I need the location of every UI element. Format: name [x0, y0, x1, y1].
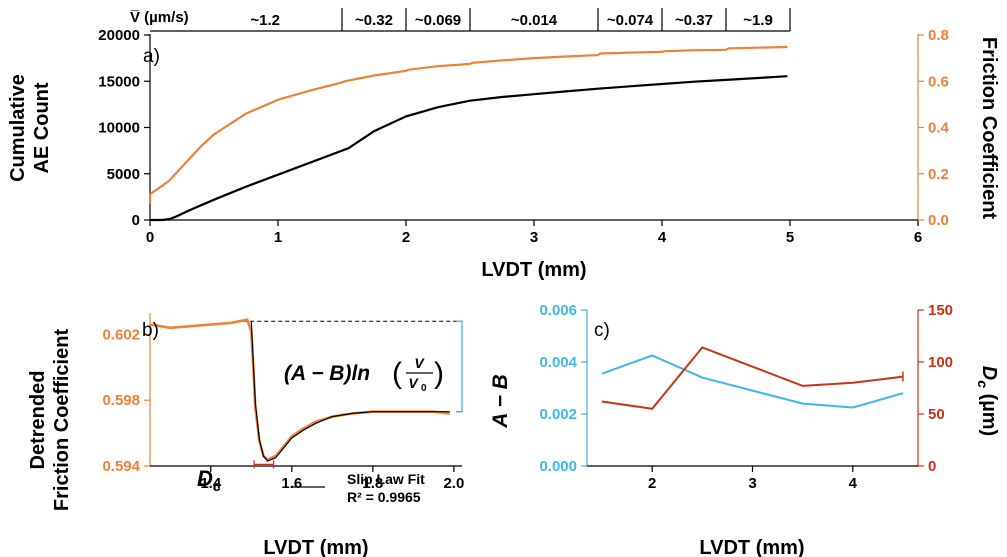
velocity-label: ~0.37: [675, 12, 713, 29]
a-x-ticks: 0 1 2 3 4 5 6: [146, 220, 922, 246]
formula-lhs: (A − B)ln: [284, 362, 370, 385]
a-left-tick-label: 20000: [98, 27, 140, 44]
a-x-axis-label: LVDT (mm): [481, 259, 586, 281]
formula-denominator-v: V: [408, 375, 419, 391]
ae-count-line: [150, 75, 788, 222]
c-left-tick-label: 0.004: [539, 354, 577, 371]
c-right-label-unit: (µm): [978, 388, 1000, 436]
amplitude-formula: (A − B)ln ( V V 0 ): [284, 355, 444, 394]
c-left-axis-label: A − B: [489, 374, 512, 428]
velocity-label: ~0.074: [607, 12, 654, 29]
b-x-ticks: 1.4 1.6 1.8 2.0: [200, 466, 464, 492]
velocity-axis-title: V̅ (µm/s): [130, 9, 189, 26]
a-right-tick-label: 0.2: [928, 166, 949, 183]
dc-line: [601, 346, 904, 410]
b-x-tick-label: 1.6: [281, 475, 302, 492]
velocity-label: ~1.2: [250, 12, 280, 29]
formula-paren-close: ): [434, 357, 444, 390]
c-x-tick-label: 2: [648, 475, 656, 492]
a-right-tick-label: 0.8: [928, 27, 949, 44]
b-y-tick-label: 0.602: [102, 326, 140, 343]
legend-r2: R² = 0.9965: [347, 489, 421, 505]
c-left-tick-label: 0.000: [539, 458, 577, 475]
a-right-axis-label: Friction Coefficient: [978, 37, 1000, 220]
velocity-label: ~1.9: [743, 12, 773, 29]
panel-label-a: a): [143, 46, 160, 67]
formula-denominator: V: [408, 375, 419, 391]
a-right-ticks: 0.0 0.2 0.4 0.6 0.8: [918, 27, 950, 229]
a-right-tick-label: 0.4: [928, 120, 950, 137]
c-right-tick-label: 150: [928, 302, 953, 319]
velocity-labels: ~1.2 ~0.32 ~0.069 ~0.014 ~0.074 ~0.37 ~1.9: [250, 12, 772, 29]
b-y-ticks: 0.594 0.598 0.602: [102, 326, 150, 475]
amplitude-bracket: [456, 320, 463, 413]
c-x-tick-label: 4: [849, 475, 858, 492]
panel-c: 2 3 4 0.000 0.002 0.004 0.006 0 50 100 150 c) A …: [489, 302, 1000, 557]
c-right-label-sub: c: [975, 380, 991, 388]
b-x-tick-label: 1.4: [200, 475, 222, 492]
b-y-label-line2: Friction Coefficient: [51, 329, 73, 512]
a-x-tick-label: 1: [274, 229, 282, 246]
velocity-label: ~0.32: [355, 12, 393, 29]
a-right-tick-label: 0.0: [928, 212, 949, 229]
panel-a: V̅ (µm/s) ~1.2 ~0.32 ~0.069 ~0.014 ~0.074 ~0.…: [7, 8, 1000, 281]
a-x-tick-label: 6: [914, 229, 922, 246]
a-right-tick-label: 0.6: [928, 73, 949, 90]
panel-label-c: c): [594, 320, 610, 341]
a-x-tick-label: 2: [402, 229, 410, 246]
dc-label-sub: c: [213, 478, 222, 495]
slip-law-fit-line: [250, 321, 450, 462]
a-left-tick-label: 0: [132, 212, 140, 229]
formula-paren-open: (: [392, 357, 402, 390]
dc-span-bar: [253, 460, 275, 469]
velocity-label: ~0.069: [415, 12, 461, 29]
b-x-tick-label: 2.0: [443, 475, 464, 492]
a-x-tick-label: 5: [786, 229, 794, 246]
c-right-axis-label: Dc (µm): [975, 366, 1000, 436]
legend-fit-label: Slip Law Fit: [347, 471, 425, 487]
a-x-tick-label: 0: [146, 229, 154, 246]
friction-line: [148, 45, 788, 204]
dc-label: Dc: [197, 466, 222, 495]
b-y-label-line1: Detrended: [27, 371, 49, 470]
a-minus-b-line: [601, 354, 904, 409]
c-left-ticks: 0.000 0.002 0.004 0.006: [539, 302, 587, 475]
detrended-friction-line: [149, 318, 450, 461]
a-left-tick-label: 5000: [107, 166, 140, 183]
c-x-axis-label: LVDT (mm): [699, 537, 804, 557]
c-x-tick-label: 3: [748, 475, 756, 492]
c-left-tick-label: 0.002: [539, 406, 577, 423]
a-left-label-line2: AE Count: [31, 82, 53, 173]
c-right-label-main: D: [978, 366, 1000, 380]
c-right-tick-label: 0: [928, 458, 936, 475]
c-x-ticks: 2 3 4: [648, 466, 858, 492]
formula-denominator-sub: 0: [421, 383, 427, 394]
b-x-tick-label: 1.8: [362, 475, 383, 492]
a-left-tick-label: 10000: [98, 120, 140, 137]
panel-label-b: b): [142, 320, 159, 341]
panel-b: 1.4 1.6 1.8 2.0 0.594 0.598 0.602 b) Detrende…: [27, 313, 464, 557]
b-y-tick-label: 0.594: [102, 458, 140, 475]
a-left-tick-label: 15000: [98, 73, 140, 90]
a-x-tick-label: 3: [530, 229, 538, 246]
b-y-tick-label: 0.598: [102, 392, 140, 409]
c-left-tick-label: 0.006: [539, 302, 577, 319]
a-left-ticks: 0 5000 10000 15000 20000: [98, 27, 150, 229]
a-left-label-line1: Cumulative: [7, 74, 29, 182]
velocity-boundaries: [341, 8, 791, 31]
b-x-axis-label: LVDT (mm): [263, 537, 368, 557]
c-right-tick-label: 50: [928, 406, 945, 423]
c-right-tick-label: 100: [928, 354, 953, 371]
dc-label-main: D: [197, 466, 213, 491]
c-right-ticks: 0 50 100 150: [918, 302, 953, 475]
formula-numerator: V: [414, 355, 425, 371]
a-x-tick-label: 4: [658, 229, 667, 246]
velocity-label: ~0.014: [511, 12, 558, 29]
